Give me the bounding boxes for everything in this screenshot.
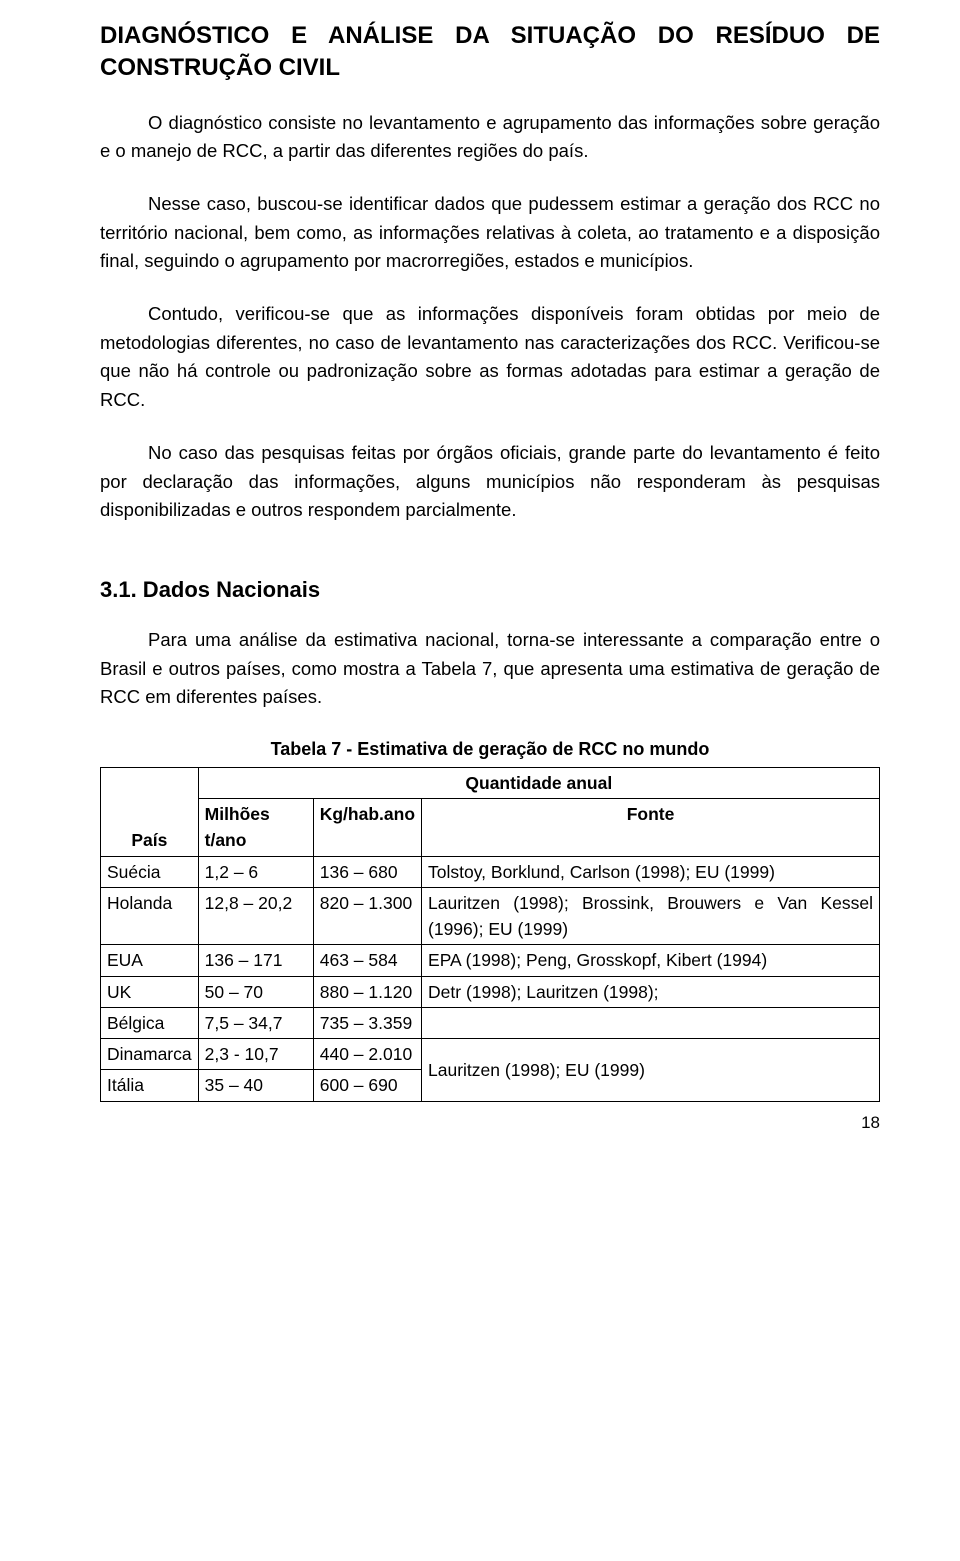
cell-pais: Dinamarca — [101, 1039, 199, 1070]
cell-fonte — [422, 1007, 880, 1038]
cell-pais: UK — [101, 976, 199, 1007]
paragraph-2: Nesse caso, buscou-se identificar dados … — [100, 190, 880, 276]
cell-pais: Itália — [101, 1070, 199, 1101]
cell-fonte: Lauritzen (1998); Brossink, Brouwers e V… — [422, 887, 880, 945]
cell-fonte: EPA (1998); Peng, Grosskopf, Kibert (199… — [422, 945, 880, 976]
cell-kg: 463 – 584 — [313, 945, 421, 976]
table-row: Holanda 12,8 – 20,2 820 – 1.300 Lauritze… — [101, 887, 880, 945]
table-row: Suécia 1,2 – 6 136 – 680 Tolstoy, Borklu… — [101, 856, 880, 887]
table-row: Bélgica 7,5 – 34,7 735 – 3.359 — [101, 1007, 880, 1038]
cell-kg: 136 – 680 — [313, 856, 421, 887]
cell-pais: Holanda — [101, 887, 199, 945]
table-row: EUA 136 – 171 463 – 584 EPA (1998); Peng… — [101, 945, 880, 976]
table-header-fonte: Fonte — [422, 799, 880, 857]
cell-pais: EUA — [101, 945, 199, 976]
cell-milhoes: 12,8 – 20,2 — [198, 887, 313, 945]
cell-pais: Bélgica — [101, 1007, 199, 1038]
cell-kg: 735 – 3.359 — [313, 1007, 421, 1038]
cell-fonte: Detr (1998); Lauritzen (1998); — [422, 976, 880, 1007]
cell-milhoes: 1,2 – 6 — [198, 856, 313, 887]
table-row: Dinamarca 2,3 - 10,7 440 – 2.010 Lauritz… — [101, 1039, 880, 1070]
cell-kg: 880 – 1.120 — [313, 976, 421, 1007]
cell-milhoes: 7,5 – 34,7 — [198, 1007, 313, 1038]
cell-kg: 600 – 690 — [313, 1070, 421, 1101]
section-heading: 3.1. Dados Nacionais — [100, 573, 880, 606]
page-title: DIAGNÓSTICO E ANÁLISE DA SITUAÇÃO DO RES… — [100, 20, 880, 85]
cell-milhoes: 2,3 - 10,7 — [198, 1039, 313, 1070]
cell-fonte: Lauritzen (1998); EU (1999) — [422, 1039, 880, 1102]
cell-kg: 440 – 2.010 — [313, 1039, 421, 1070]
paragraph-3: Contudo, verificou-se que as informações… — [100, 300, 880, 415]
paragraph-1: O diagnóstico consiste no levantamento e… — [100, 109, 880, 166]
section-intro: Para uma análise da estimativa nacional,… — [100, 626, 880, 712]
table-header-pais: País — [101, 767, 199, 856]
cell-kg: 820 – 1.300 — [313, 887, 421, 945]
cell-pais: Suécia — [101, 856, 199, 887]
table-header-row-1: País Quantidade anual — [101, 767, 880, 798]
table-header-kg: Kg/hab.ano — [313, 799, 421, 857]
cell-milhoes: 136 – 171 — [198, 945, 313, 976]
page-number: 18 — [100, 1110, 880, 1136]
paragraph-4: No caso das pesquisas feitas por órgãos … — [100, 439, 880, 525]
table-caption: Tabela 7 - Estimativa de geração de RCC … — [100, 736, 880, 763]
cell-fonte: Tolstoy, Borklund, Carlson (1998); EU (1… — [422, 856, 880, 887]
cell-milhoes: 35 – 40 — [198, 1070, 313, 1101]
data-table: País Quantidade anual Milhões t/ano Kg/h… — [100, 767, 880, 1102]
table-header-row-2: Milhões t/ano Kg/hab.ano Fonte — [101, 799, 880, 857]
table-header-quantidade: Quantidade anual — [198, 767, 879, 798]
table-row: UK 50 – 70 880 – 1.120 Detr (1998); Laur… — [101, 976, 880, 1007]
table-header-milhoes: Milhões t/ano — [198, 799, 313, 857]
cell-milhoes: 50 – 70 — [198, 976, 313, 1007]
